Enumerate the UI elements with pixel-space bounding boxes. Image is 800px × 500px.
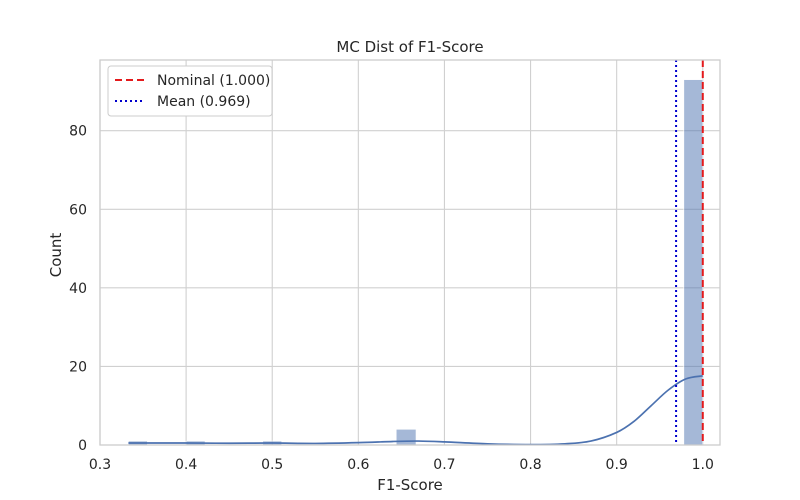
x-tick-label: 1.0 [692,457,714,473]
y-tick-label: 0 [78,438,87,454]
histogram-bar [395,428,417,446]
plot-frame [99,59,721,446]
x-tick-label: 0.7 [433,457,455,473]
legend-label-nominal: Nominal (1.000) [157,73,270,89]
y-axis-label: Count [47,233,65,278]
x-tick-label: 0.6 [347,457,369,473]
y-tick-label: 20 [69,359,87,375]
reference-lines-layer [675,60,704,445]
y-tick-label: 60 [69,202,87,218]
legend-box [107,65,273,117]
y-tick-label: 80 [69,124,87,140]
x-axis-label: F1-Score [377,476,443,494]
legend: Nominal (1.000) Mean (0.969) [107,65,273,117]
x-tick-label: 0.5 [261,457,283,473]
y-tick-label: 40 [69,281,87,297]
kde-layer [128,375,703,446]
chart-title: MC Dist of F1-Score [336,38,483,56]
x-tick-label: 0.8 [519,457,541,473]
legend-label-mean: Mean (0.969) [157,94,251,110]
histogram-bar [683,79,704,446]
tick-labels-layer: 0.3 0.4 0.5 0.6 0.7 0.8 0.9 1.0 0 20 40 60 80 [69,124,714,473]
kde-curve [128,375,703,446]
x-tick-label: 0.4 [175,457,197,473]
x-tick-label: 0.9 [606,457,628,473]
x-tick-label: 0.3 [89,457,111,473]
